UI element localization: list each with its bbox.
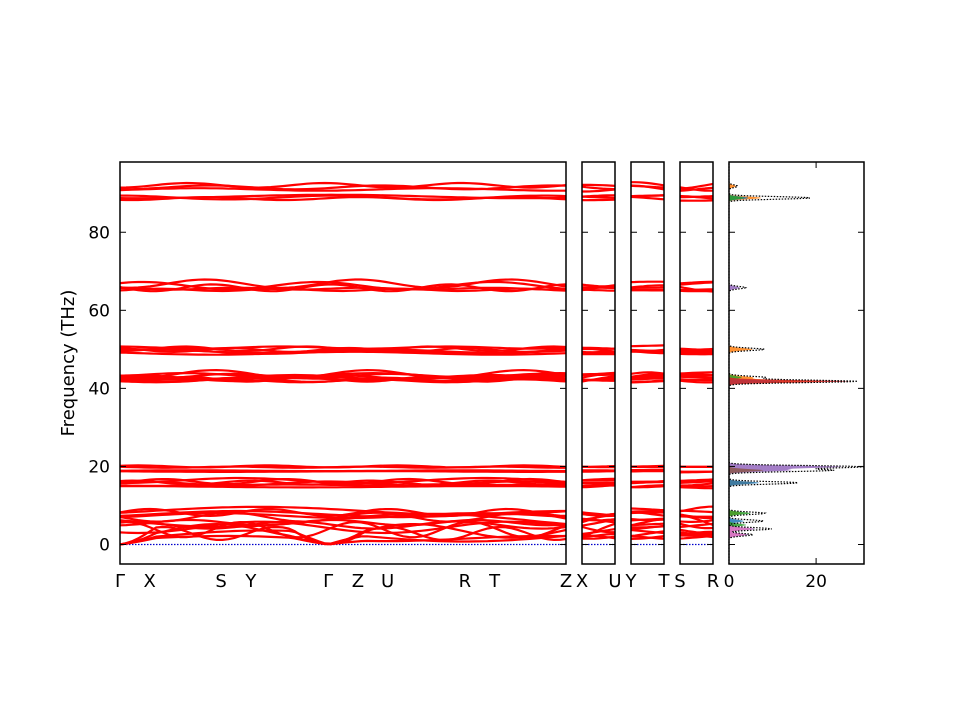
phonon-band [631, 345, 664, 346]
dos-frame [729, 162, 864, 564]
dos-x-tick-label: 20 [805, 572, 827, 592]
phonon-band [582, 200, 615, 201]
phonon-band [582, 187, 615, 190]
y-tick-label: 0 [99, 535, 110, 555]
k-point-label: S [674, 571, 685, 592]
phonon-band [631, 186, 664, 188]
k-point-label: R [707, 571, 720, 592]
partial-dos-5 [729, 162, 764, 564]
dos-x-tick-label: 0 [724, 572, 735, 592]
panel-frame [631, 162, 664, 564]
panel-frame [680, 162, 713, 564]
k-point-label: Z [560, 571, 572, 592]
partial-dos-4 [729, 162, 843, 564]
phonon-band [631, 378, 664, 379]
dos-panel: 0 20 [724, 162, 864, 592]
phonon-band [680, 486, 713, 487]
phonon-band [680, 353, 713, 354]
phonon-band [631, 381, 664, 382]
k-point-label: Z [352, 571, 364, 592]
phonon-band [120, 485, 566, 486]
y-tick-label: 80 [88, 223, 110, 243]
phonon-band [680, 377, 713, 378]
phonon-band [680, 349, 713, 350]
phonon-band [680, 196, 713, 197]
phonon-band [582, 290, 615, 291]
phonon-band [631, 509, 664, 511]
phonon-band [120, 465, 566, 467]
phonon-band [631, 289, 664, 290]
k-point-label: U [381, 571, 394, 592]
y-tick-label: 20 [88, 457, 110, 477]
phonon-band [680, 372, 713, 373]
k-point-label: X [576, 571, 588, 592]
partial-dos-1 [729, 162, 781, 564]
phonon-band [631, 486, 664, 487]
k-point-label: Γ [115, 571, 125, 592]
phonon-band [680, 520, 713, 522]
phonon-band [582, 379, 615, 380]
phonon-band [680, 289, 713, 290]
partial-dos-3 [729, 162, 851, 564]
panel-frame [582, 162, 615, 564]
phonon-band [582, 480, 615, 481]
y-axis-label: Frequency (THz) [58, 290, 79, 437]
phonon-band [631, 530, 664, 533]
k-point-label: Γ [323, 571, 333, 592]
phonon-band [582, 352, 615, 353]
k-point-label: R [459, 571, 472, 592]
k-point-label: Y [625, 571, 638, 592]
phonon-band [631, 195, 664, 196]
total-dos-line [729, 162, 864, 564]
phonon-band [680, 379, 713, 380]
partial-dos-2 [729, 162, 751, 564]
k-point-label: T [658, 571, 671, 592]
k-point-label: T [488, 571, 501, 592]
phonon-band [582, 185, 615, 186]
phonon-band [680, 533, 713, 534]
panel-frame [120, 162, 566, 564]
k-point-label: X [144, 571, 156, 592]
phonon-band [120, 470, 566, 471]
phonon-band [631, 526, 664, 527]
partial-dos-0 [729, 162, 825, 564]
partial-dos-6 [729, 162, 753, 564]
k-point-label: S [215, 571, 226, 592]
k-point-label: U [608, 571, 621, 592]
phonon-band [582, 195, 615, 196]
phonon-band [631, 351, 664, 352]
k-point-label: Y [244, 571, 257, 592]
y-tick-label: 60 [88, 301, 110, 321]
y-tick-label: 40 [88, 379, 110, 399]
